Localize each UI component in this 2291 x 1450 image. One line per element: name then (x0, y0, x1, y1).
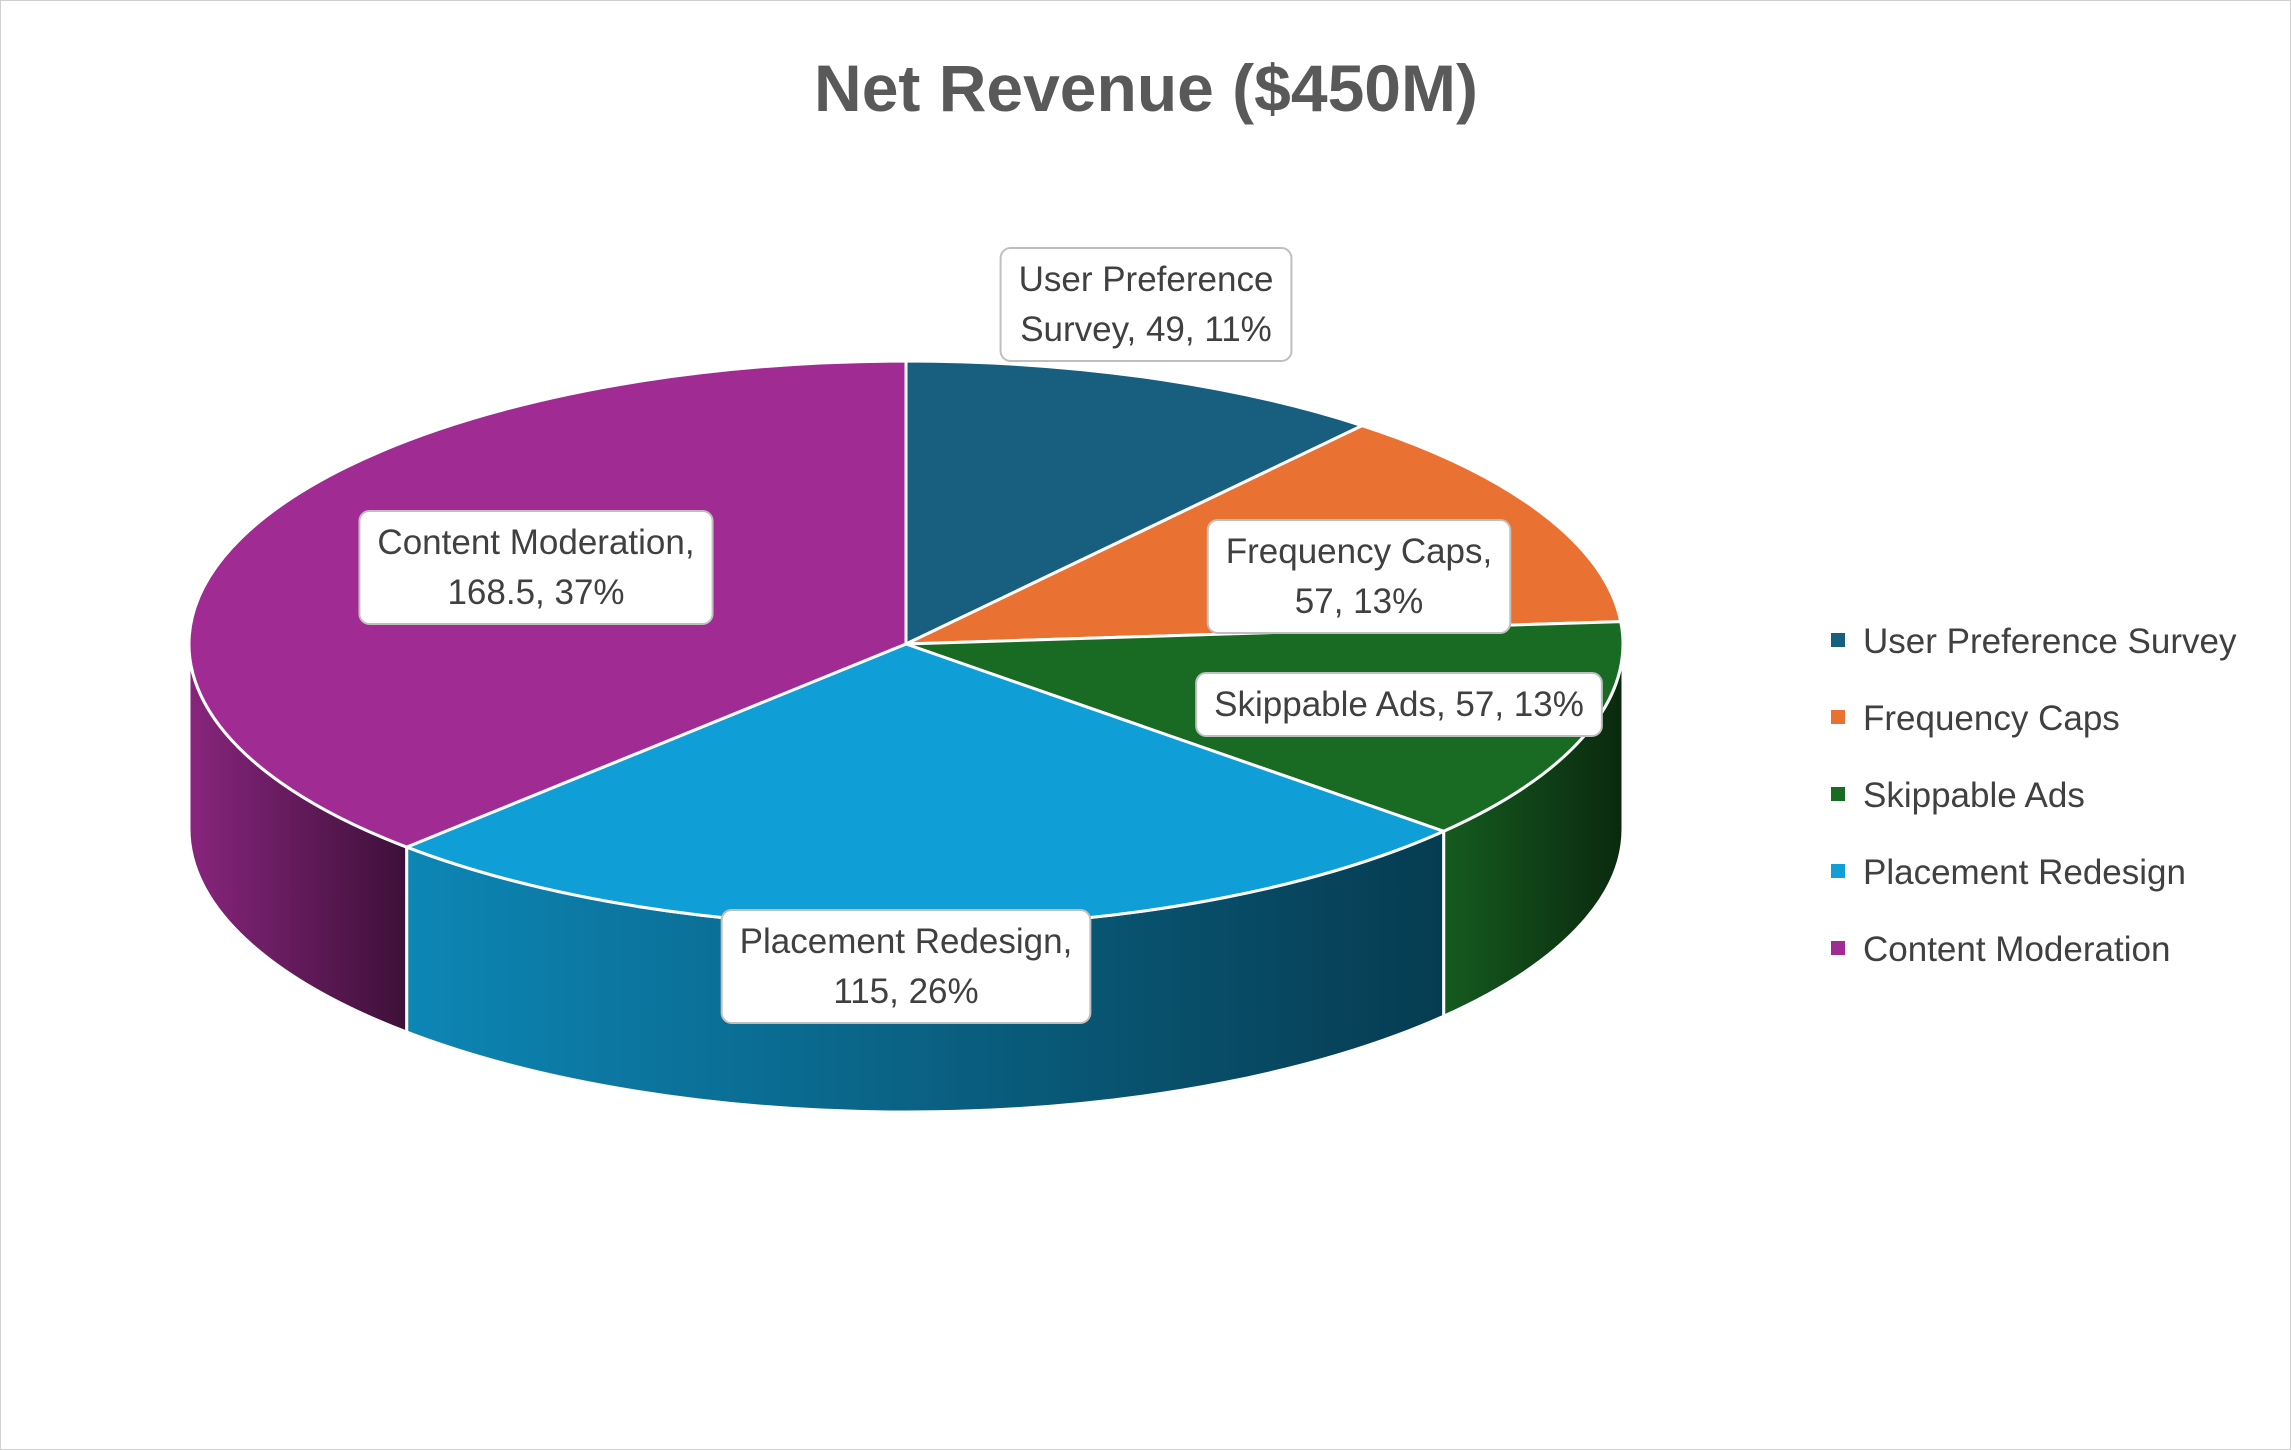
legend-swatch (1831, 710, 1845, 724)
legend-label: Content Moderation (1863, 930, 2170, 969)
legend-item-skippable-ads[interactable]: Skippable Ads (1831, 776, 2085, 815)
legend-label: User Preference Survey (1863, 622, 2237, 661)
legend-item-frequency-caps[interactable]: Frequency Caps (1831, 699, 2120, 738)
data-label-text: 168.5, 37% (447, 573, 624, 612)
pie-top (187, 359, 1625, 929)
data-label-user-preference-survey: User Preference Survey, 49, 11% (999, 247, 1293, 362)
pie-slice-user-preference-survey[interactable] (904, 359, 1364, 646)
data-label-text: Skippable Ads, 57, 13% (1214, 685, 1584, 724)
data-label-box (999, 247, 1293, 362)
legend-label: Skippable Ads (1863, 776, 2085, 815)
legend-label: Placement Redesign (1863, 853, 2186, 892)
data-label-text: 57, 13% (1295, 582, 1423, 621)
legend-swatch (1831, 787, 1845, 801)
data-label-box (720, 909, 1092, 1024)
legend: User Preference Survey Frequency Caps Skip… (1831, 622, 2237, 969)
legend-item-user-preference-survey[interactable]: User Preference Survey (1831, 622, 2237, 661)
data-label-box (1206, 519, 1512, 634)
legend-swatch (1831, 633, 1845, 647)
data-label-placement-redesign: Placement Redesign, 115, 26% (720, 909, 1092, 1024)
data-label-skippable-ads: Skippable Ads, 57, 13% (1195, 672, 1603, 737)
legend-swatch (1831, 941, 1845, 955)
data-label-box (1195, 672, 1603, 737)
legend-label: Frequency Caps (1863, 699, 2120, 738)
data-label-text: Content Moderation, (377, 523, 694, 562)
legend-item-placement-redesign[interactable]: Placement Redesign (1831, 853, 2186, 892)
legend-item-content-moderation[interactable]: Content Moderation (1831, 930, 2170, 969)
chart-title: Net Revenue ($450M) (814, 51, 1478, 125)
data-label-text: 115, 26% (833, 972, 978, 1011)
data-label-frequency-caps: Frequency Caps, 57, 13% (1206, 519, 1512, 634)
data-label-text: User Preference (1019, 260, 1274, 299)
data-labels: User Preference Survey, 49, 11% Frequency … (358, 247, 1603, 1024)
data-label-content-moderation: Content Moderation, 168.5, 37% (358, 510, 714, 625)
data-label-text: Survey, 49, 11% (1020, 310, 1272, 349)
data-label-text: Frequency Caps, (1226, 532, 1493, 571)
legend-swatch (1831, 864, 1845, 878)
data-label-box (358, 510, 714, 625)
data-label-text: Placement Redesign, (740, 922, 1073, 961)
